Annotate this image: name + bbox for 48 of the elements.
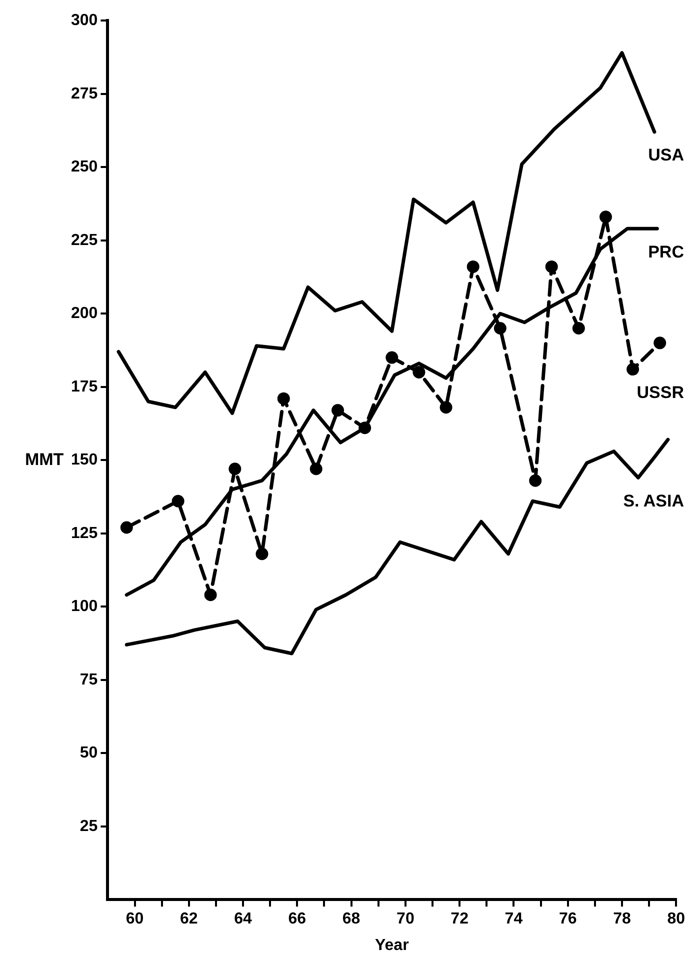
series-label: USA bbox=[648, 146, 684, 165]
x-axis-title: Year bbox=[374, 936, 409, 954]
point bbox=[626, 363, 640, 376]
series-label: PRC bbox=[648, 242, 684, 262]
y-tick-label: 225 bbox=[70, 232, 98, 249]
point bbox=[386, 351, 398, 364]
point bbox=[228, 462, 242, 476]
y-tick-label: 200 bbox=[70, 305, 98, 322]
y-tick-label: 250 bbox=[70, 158, 98, 176]
y-tick-label: 25 bbox=[80, 818, 98, 835]
point bbox=[120, 521, 133, 534]
y-tick-label: 300 bbox=[70, 12, 98, 30]
x-tick-label: 70 bbox=[396, 910, 414, 928]
x-tick-label: 74 bbox=[504, 910, 523, 928]
x-tick-label: 76 bbox=[558, 910, 577, 928]
x-tick-label: 78 bbox=[613, 910, 631, 928]
x-tick-label: 62 bbox=[180, 910, 198, 928]
point bbox=[440, 401, 452, 414]
point bbox=[172, 494, 184, 508]
point bbox=[466, 260, 480, 273]
point bbox=[572, 322, 585, 334]
point bbox=[529, 474, 542, 487]
point bbox=[310, 462, 322, 476]
point bbox=[545, 260, 558, 273]
x-tick-label: 64 bbox=[234, 910, 252, 928]
point bbox=[204, 588, 217, 602]
y-tick-label: 275 bbox=[70, 85, 98, 102]
point bbox=[332, 404, 344, 417]
x-tick-label: 60 bbox=[126, 910, 144, 928]
x-tick-label: 66 bbox=[288, 910, 306, 928]
point bbox=[599, 210, 612, 224]
x-tick-label: 68 bbox=[342, 910, 360, 928]
series-label: S. ASIA bbox=[623, 491, 684, 510]
y-tick-label: 125 bbox=[70, 524, 98, 542]
series-label: USSR bbox=[636, 382, 684, 402]
x-tick-label: 80 bbox=[667, 910, 686, 928]
y-tick-label: 100 bbox=[70, 598, 98, 616]
point bbox=[494, 322, 506, 334]
y-tick-label: 50 bbox=[80, 744, 98, 762]
y-tick-label: 175 bbox=[70, 378, 98, 396]
x-tick-label: 72 bbox=[450, 910, 469, 928]
point bbox=[277, 392, 290, 405]
y-tick-label: 150 bbox=[70, 452, 98, 469]
point bbox=[412, 366, 426, 378]
point bbox=[654, 336, 666, 350]
y-tick-label: 75 bbox=[80, 671, 98, 688]
point bbox=[256, 548, 268, 560]
y-axis-title: MMT bbox=[24, 450, 64, 469]
